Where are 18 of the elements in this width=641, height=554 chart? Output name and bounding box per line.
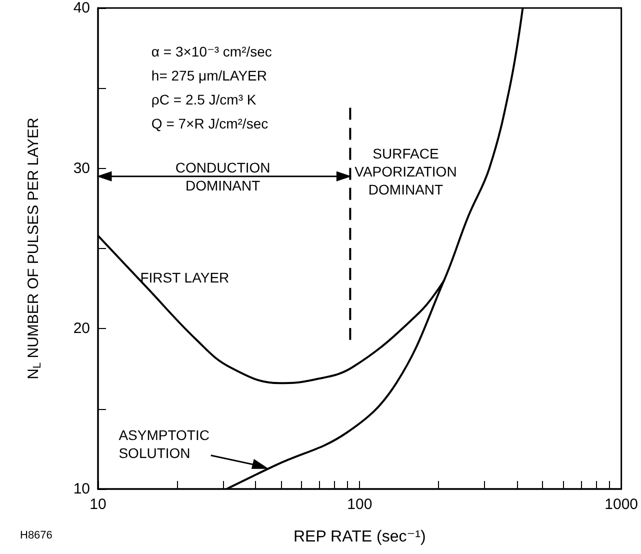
annotation: ρC = 2.5 J/cm³ K (151, 91, 257, 108)
annotation: Q = 7×R J/cm²/sec (151, 115, 268, 132)
annotation: α = 3×10⁻³ cm²/sec (151, 43, 272, 60)
y-tick-label: 10 (73, 480, 90, 498)
x-axis-title: REP RATE (sec⁻¹) (294, 528, 426, 546)
annotation: CONDUCTION DOMINANT (175, 159, 270, 194)
x-tick-label: 1000 (604, 496, 638, 513)
x-tick-label: 100 (347, 496, 372, 513)
y-tick-label: 20 (73, 320, 90, 338)
text: H8676 (20, 530, 52, 542)
y-tick-label: 30 (73, 160, 90, 177)
x-tick-label: 10 (90, 496, 106, 513)
text: ASYMPTOTIC SOLUTION (118, 427, 210, 462)
annotation: SURFACE VAPORIZATION DOMINANT (354, 146, 457, 198)
y-tick-label: 40 (73, 0, 90, 16)
y-axis-title: NL NUMBER OF PULSES PER LAYER (25, 117, 44, 380)
annotation: h= 275 μm/LAYER (151, 67, 268, 84)
series-label: FIRST LAYER (140, 269, 230, 286)
